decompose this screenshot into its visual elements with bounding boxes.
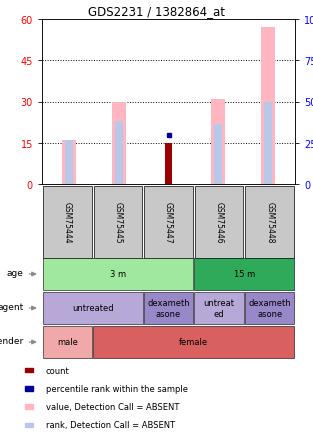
Bar bbox=[24, 423, 33, 427]
Bar bbox=[264, 102, 272, 184]
Bar bbox=[43, 186, 92, 258]
Text: untreat
ed: untreat ed bbox=[203, 299, 235, 318]
Bar bbox=[194, 293, 244, 324]
Text: GSM75448: GSM75448 bbox=[265, 201, 274, 243]
Bar bbox=[24, 368, 33, 372]
Bar bbox=[65, 141, 73, 184]
Text: rank, Detection Call = ABSENT: rank, Detection Call = ABSENT bbox=[46, 421, 175, 429]
Text: 15 m: 15 m bbox=[234, 270, 255, 279]
Text: untreated: untreated bbox=[72, 304, 113, 313]
Text: GSM75447: GSM75447 bbox=[164, 201, 173, 243]
Bar bbox=[211, 99, 225, 184]
Bar bbox=[261, 28, 275, 184]
Bar bbox=[144, 293, 193, 324]
Bar bbox=[144, 186, 193, 258]
Bar bbox=[93, 327, 295, 358]
Text: agent: agent bbox=[0, 302, 23, 311]
Bar bbox=[112, 102, 126, 184]
Bar bbox=[24, 386, 33, 391]
Text: age: age bbox=[7, 268, 23, 277]
Bar bbox=[43, 259, 193, 290]
Bar bbox=[245, 186, 294, 258]
Text: GSM75445: GSM75445 bbox=[113, 201, 122, 243]
Text: GDS2231 / 1382864_at: GDS2231 / 1382864_at bbox=[88, 5, 225, 18]
Bar bbox=[214, 124, 222, 184]
Text: 3 m: 3 m bbox=[110, 270, 126, 279]
Bar bbox=[115, 122, 123, 184]
Text: gender: gender bbox=[0, 336, 23, 345]
Text: female: female bbox=[179, 338, 208, 347]
Text: male: male bbox=[57, 338, 78, 347]
Bar bbox=[43, 327, 92, 358]
Bar bbox=[24, 404, 33, 409]
Text: percentile rank within the sample: percentile rank within the sample bbox=[46, 384, 187, 393]
Bar bbox=[94, 186, 142, 258]
Text: value, Detection Call = ABSENT: value, Detection Call = ABSENT bbox=[46, 402, 179, 411]
Bar bbox=[43, 293, 143, 324]
Text: GSM75444: GSM75444 bbox=[63, 201, 72, 243]
Text: count: count bbox=[46, 366, 69, 375]
Bar bbox=[165, 143, 172, 184]
Bar bbox=[62, 141, 76, 184]
Bar bbox=[245, 293, 295, 324]
Bar bbox=[194, 259, 295, 290]
Text: GSM75446: GSM75446 bbox=[215, 201, 223, 243]
Text: dexameth
asone: dexameth asone bbox=[147, 299, 190, 318]
Bar bbox=[195, 186, 244, 258]
Text: dexameth
asone: dexameth asone bbox=[249, 299, 291, 318]
